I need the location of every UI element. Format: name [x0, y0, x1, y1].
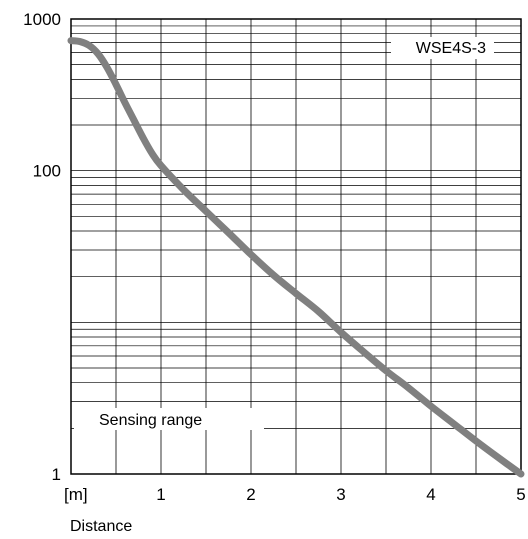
x-tick-label: 1 — [156, 485, 165, 504]
legend-entry-wse4s-3: WSE4S-3 — [416, 40, 486, 57]
x-axis-unit-label: [m] — [64, 485, 88, 504]
legend: WSE4S-3 — [391, 37, 494, 59]
legend-background — [391, 37, 494, 59]
x-tick-label: 3 — [336, 485, 345, 504]
x-tick-label: 2 — [246, 485, 255, 504]
y-tick-label: 100 — [33, 162, 61, 181]
annotation: Sensing range — [74, 408, 264, 430]
x-axis-label: Distance — [70, 518, 132, 535]
annotation-background — [74, 408, 264, 430]
y-axis-tick-labels: 1 100 1000 — [23, 10, 61, 484]
series-line-wse4s-3 — [67, 37, 525, 478]
x-axis-tick-labels: 1 2 3 4 5 — [156, 485, 525, 504]
x-tick-label: 5 — [516, 485, 525, 504]
y-tick-label: 1000 — [23, 10, 61, 29]
annotation-sensing-range: Sensing range — [99, 412, 202, 429]
y-tick-label: 1 — [52, 465, 61, 484]
plot-area-frame — [70, 18, 522, 475]
grid-lines — [71, 19, 521, 474]
x-tick-label: 4 — [426, 485, 435, 504]
